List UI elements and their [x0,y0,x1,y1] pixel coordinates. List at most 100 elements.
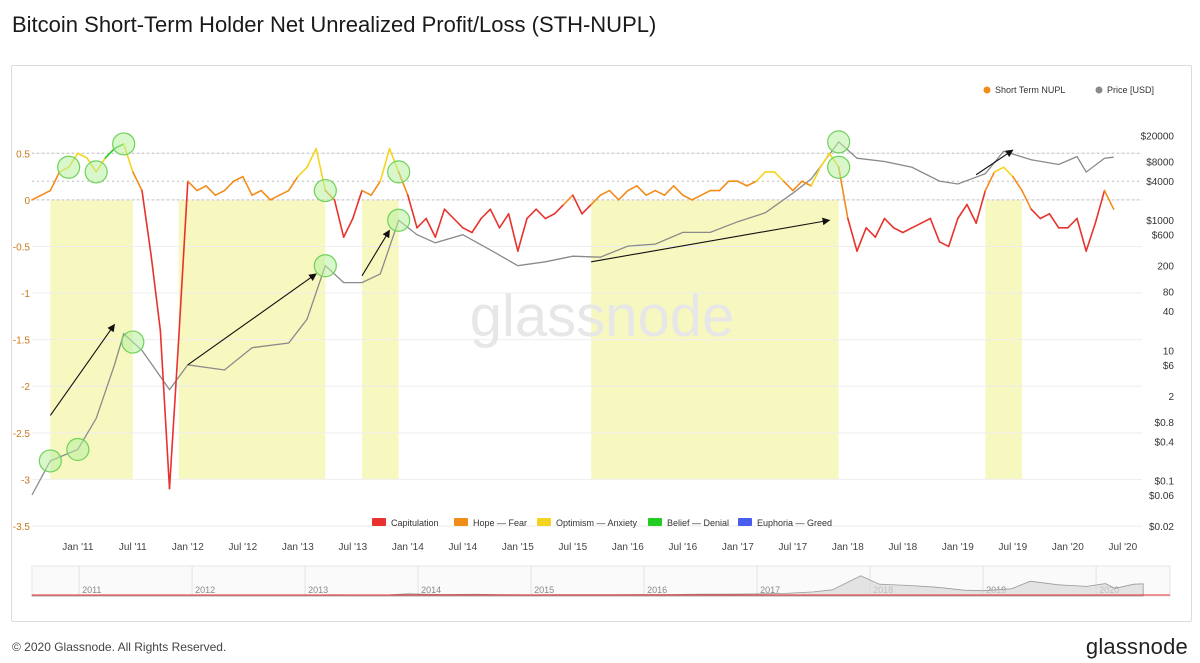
legend-label: Belief — Denial [667,518,729,528]
nupl-segment [232,175,244,183]
nupl-segment [306,147,317,169]
y-right-tick-label: $0.06 [1149,491,1174,502]
nupl-segment [168,338,180,490]
y-right-tick-label: 2 [1168,392,1174,403]
highlight-circles [38,130,851,473]
nupl-segment [352,189,363,220]
nupl-segment [141,189,152,257]
nupl-segment [287,175,299,192]
y-right-tick-label: 40 [1163,307,1175,318]
nupl-segment [975,189,987,224]
nupl-segment [572,194,583,215]
y-left-tick-label: 0.5 [16,149,30,160]
nupl-segment [553,203,565,215]
nupl-segment [205,185,217,197]
nupl-segment [242,175,253,197]
nupl-segment [599,189,611,197]
x-tick-label: Jan '16 [612,542,644,553]
x-tick-label: Jan '19 [942,542,974,553]
navigator-year-label: 2012 [195,585,215,595]
nupl-highlight-circle [84,160,108,184]
chart-svg[interactable]: glassnode 0.5 0 -0.5 -1 -1.5 -2 -2.5 -3 -3.5 $20… [12,66,1191,621]
nupl-segment [819,152,831,169]
nupl-segment [883,217,895,229]
legend-top: Short Term NUPL Price [USD] [983,85,1154,95]
nupl-segment [617,189,629,201]
x-tick-label: Jan '17 [722,542,754,553]
nupl-segment [984,171,996,192]
y-right-tick-label: $4000 [1146,177,1174,188]
nupl-segment [755,171,767,183]
price-highlight-circle [827,130,851,154]
nupl-segment [1085,222,1097,252]
nupl-segment [407,194,418,229]
nupl-segment [874,217,886,238]
legend-label: Short Term NUPL [995,85,1065,95]
nupl-segment [718,180,730,192]
x-tick-label: Jan '11 [62,542,94,553]
nupl-segment [196,185,207,192]
nupl-segment [480,208,492,220]
legend-label: Price [USD] [1107,85,1154,95]
trend-arrows [49,149,1014,416]
nupl-segment [911,222,922,229]
x-tick-label: Jul '18 [889,542,918,553]
nupl-segment [150,254,162,332]
nupl-segment [251,189,262,197]
price-highlight-circle [66,437,90,462]
watermark: glassnode [470,284,734,349]
navigator-year-label: 2014 [421,585,441,595]
x-tick-label: Jul '20 [1109,542,1138,553]
nupl-segment [737,180,748,187]
nupl-highlight-circle [387,160,411,184]
nupl-segment [993,166,1005,173]
nupl-segment [847,217,858,252]
nupl-segment [269,194,281,201]
nupl-segment [700,189,712,197]
nupl-segment [957,203,968,220]
y-right-tick-label: $0.02 [1149,522,1174,533]
trend-arrow [591,217,831,263]
nupl-segment [1021,189,1032,210]
nupl-segment [77,152,88,159]
nupl-series [31,143,1115,490]
nupl-segment [1076,217,1087,252]
nupl-segment [1094,189,1106,224]
nupl-segment [260,189,272,201]
price-highlight-circle [121,330,145,354]
price-highlight-circle [387,208,411,232]
nupl-segment [452,217,464,229]
grid-lines [32,152,1142,527]
navigator-year-label: 2016 [647,585,667,595]
nupl-segment [517,217,528,252]
nupl-highlight-circle [57,155,81,179]
nupl-segment [902,227,913,234]
trend-arrow [975,149,1014,176]
nupl-segment [581,203,592,215]
nupl-segment [214,189,226,197]
y-axis-right: $20000 $8000 $4000 $1000 $600 200 80 40 10 $6 2 $0.… [1141,132,1175,533]
nupl-highlight-circle [313,178,337,203]
y-right-tick-label: $1000 [1146,216,1174,227]
y-left-tick-label: -3.5 [13,522,31,533]
y-right-tick-label: 10 [1163,346,1175,357]
x-tick-label: Jan '12 [172,542,204,553]
y-left-tick-label: -3 [21,475,30,486]
nupl-segment [526,208,537,220]
nupl-segment [856,227,867,252]
nupl-segment [947,217,959,248]
nupl-segment [462,227,473,234]
y-left-tick-label: -2 [21,382,30,393]
trend-arrow [49,323,115,416]
navigator-year-label: 2013 [308,585,328,595]
nupl-segment [278,189,290,197]
nupl-segment [333,199,345,238]
nupl-segment [654,189,666,197]
y-right-tick-label: $8000 [1146,157,1174,168]
nupl-segment [434,208,446,238]
x-tick-label: Jul '17 [779,542,808,553]
price-highlight-circle [313,254,337,278]
page-title: Bitcoin Short-Term Holder Net Unrealized… [12,12,657,37]
x-tick-label: Jul '15 [559,542,588,553]
y-right-tick-label: $0.1 [1155,477,1175,488]
